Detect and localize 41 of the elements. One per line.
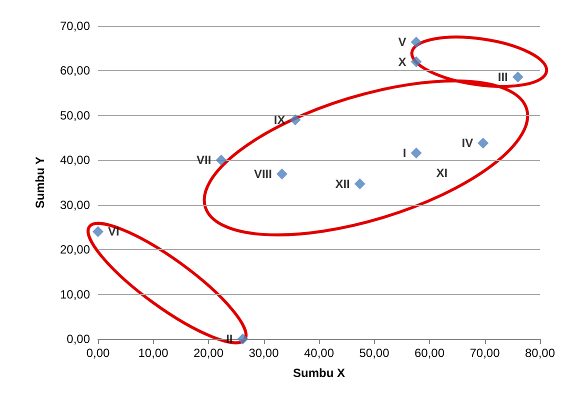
x-tick-label: 70,00: [470, 346, 500, 360]
point: [410, 147, 422, 158]
annotation: III: [498, 70, 508, 84]
annotation: XII: [335, 176, 350, 191]
annotation: XI: [436, 166, 448, 180]
annotation: V: [398, 35, 406, 50]
x-tick-label: 50,00: [359, 346, 390, 360]
y-tick-label: 60,00: [60, 64, 90, 78]
point: [92, 226, 104, 238]
x-tick-label: 30,00: [248, 346, 280, 360]
x-axis-title: Sumbu X: [292, 366, 346, 380]
annotation: IX: [274, 112, 286, 127]
point: [478, 138, 489, 149]
y-axis-title: Sumbu Y: [33, 156, 47, 208]
annotation: IV: [462, 136, 474, 150]
point: [276, 168, 288, 180]
x-tick-label: 10,00: [138, 346, 169, 360]
annotation: I: [402, 146, 406, 160]
point: [512, 71, 524, 82]
annotation: VII: [196, 153, 212, 168]
annotation: X: [398, 54, 406, 69]
y-tick-label: 30,00: [60, 198, 90, 212]
x-tick-label: 40,00: [304, 346, 334, 360]
annotation: VI: [108, 224, 120, 239]
x-tick-label: 80,00: [524, 346, 556, 360]
point: [290, 114, 301, 126]
x-tick-label: 0,00: [86, 346, 110, 360]
y-tick-label: 20,00: [60, 242, 90, 257]
annotation: VIII: [254, 167, 272, 182]
point: [237, 334, 248, 344]
point: [216, 154, 227, 166]
y-tick-label: 10,00: [60, 287, 90, 302]
point: [410, 36, 422, 48]
y-tick-label: 50,00: [60, 108, 90, 122]
y-tick-label: 40,00: [60, 153, 90, 168]
point: [410, 56, 422, 68]
y-tick-label: 0,00: [66, 332, 90, 346]
y-tick-label: 70,00: [60, 19, 90, 33]
x-tick-label: 60,00: [414, 346, 445, 360]
point: [354, 178, 366, 190]
x-tick-label: 20,00: [193, 346, 224, 360]
